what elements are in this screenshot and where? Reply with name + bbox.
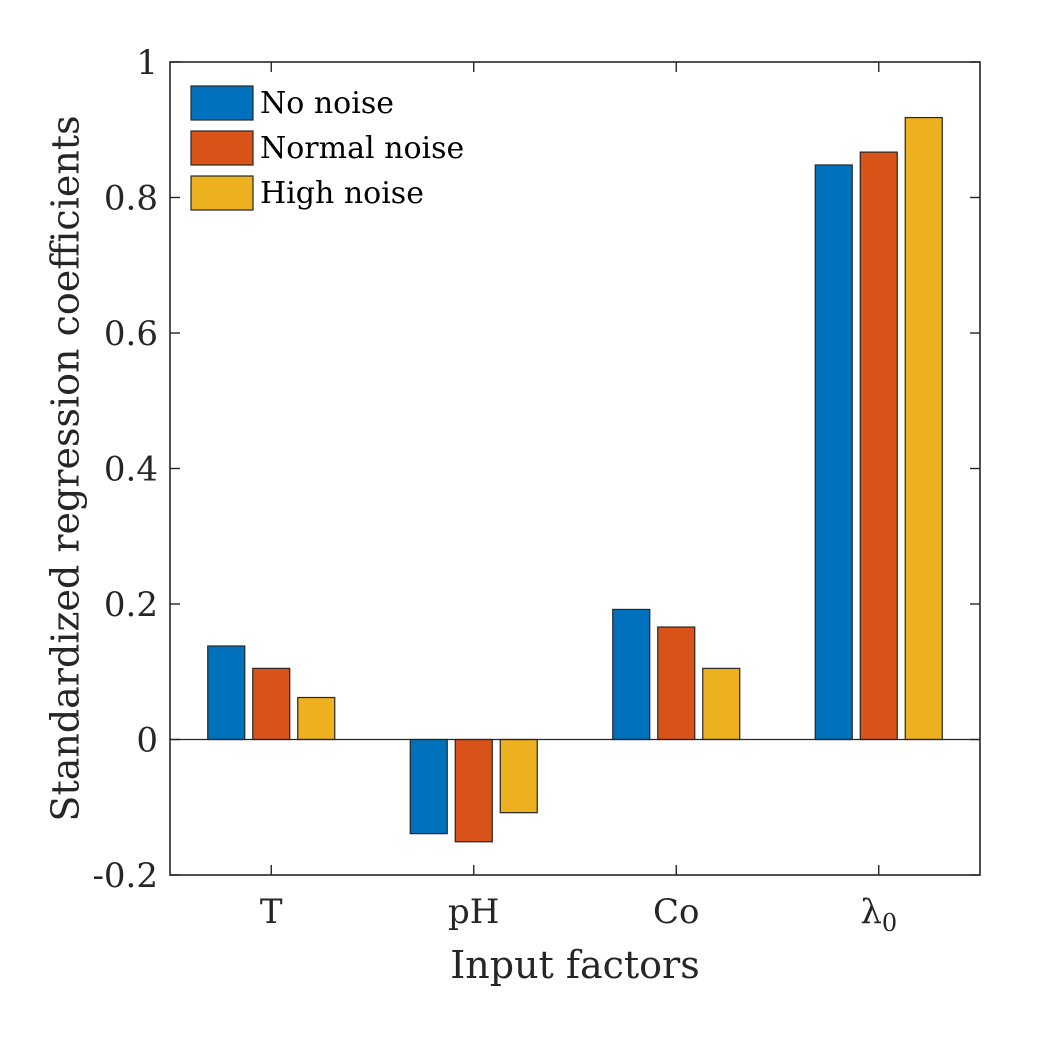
bar-no-noise-2: [612, 608, 651, 741]
y-tick-label: 0.2: [104, 585, 158, 625]
x-tick-label: pH: [448, 892, 499, 932]
bar-high-noise-2: [702, 667, 741, 741]
bars-group: [207, 116, 943, 843]
legend-label: High noise: [260, 176, 424, 211]
bar-high-noise-3: [904, 116, 943, 741]
x-axis-title: Input factors: [450, 943, 699, 987]
y-tick-label: -0.2: [92, 856, 158, 896]
bar-no-noise-0: [207, 645, 246, 741]
bar-normal-noise-0: [252, 667, 291, 741]
y-tick-label: 0.8: [104, 179, 158, 219]
bar-high-noise-1: [499, 738, 538, 814]
y-axis-ticks: -0.2 0 0.2 0.4 0.6 0.8 1: [92, 43, 980, 896]
bar-normal-noise-3: [859, 151, 898, 741]
legend-swatch: [190, 130, 254, 166]
y-tick-label: 0.6: [104, 314, 158, 354]
y-axis-title: Standardized regression coefficients: [43, 115, 87, 821]
y-tick-label: 0.4: [104, 450, 158, 490]
legend-swatch: [190, 175, 254, 211]
bar-no-noise-3: [814, 164, 853, 741]
y-tick-label: 1: [136, 43, 158, 83]
bar-normal-noise-2: [657, 626, 696, 741]
bar-normal-noise-1: [454, 738, 493, 843]
bar-high-noise-0: [297, 696, 336, 741]
legend-label: Normal noise: [260, 131, 464, 166]
y-tick-label: 0: [136, 721, 158, 761]
legend: No noise Normal noise High noise: [190, 85, 464, 211]
legend-swatch: [190, 85, 254, 121]
x-tick-label: Co: [653, 892, 699, 932]
x-tick-label: λ0: [860, 892, 897, 937]
legend-label: No noise: [260, 86, 394, 121]
x-tick-label: T: [260, 892, 283, 932]
bar-no-noise-1: [409, 738, 448, 835]
